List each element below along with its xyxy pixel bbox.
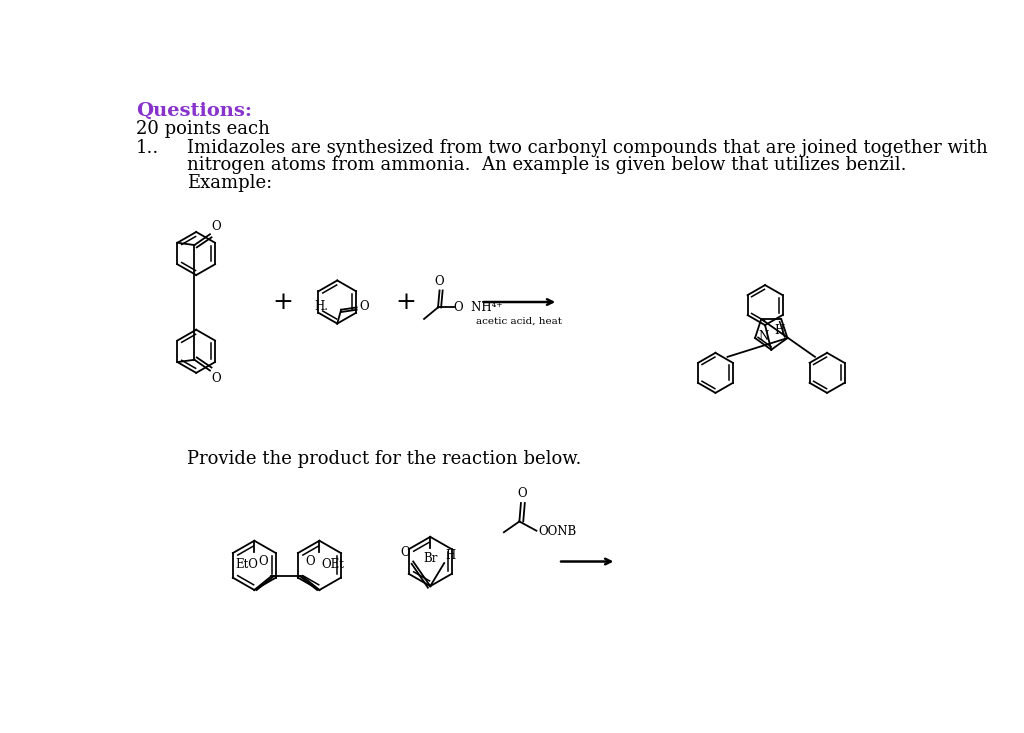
- Text: acetic acid, heat: acetic acid, heat: [476, 317, 562, 325]
- Text: O: O: [212, 220, 221, 232]
- Text: EtO: EtO: [236, 558, 259, 571]
- Text: 1..: 1..: [136, 139, 159, 157]
- Text: Questions:: Questions:: [136, 102, 252, 119]
- Text: O: O: [400, 546, 410, 559]
- Text: O: O: [434, 275, 443, 288]
- Text: O  NH⁴⁺: O NH⁴⁺: [455, 301, 503, 314]
- Text: O: O: [212, 372, 221, 385]
- Text: nitrogen atoms from ammonia.  An example is given below that utilizes benzil.: nitrogen atoms from ammonia. An example …: [187, 156, 906, 174]
- Text: O: O: [259, 556, 268, 568]
- Text: H: H: [445, 548, 456, 561]
- Text: Br: Br: [423, 552, 437, 565]
- Text: H: H: [774, 324, 784, 336]
- Text: OEt: OEt: [321, 558, 344, 571]
- Text: H.: H.: [314, 300, 328, 313]
- Text: N: N: [758, 330, 768, 343]
- Text: +: +: [395, 290, 416, 314]
- Text: Imidazoles are synthesized from two carbonyl compounds that are joined together : Imidazoles are synthesized from two carb…: [187, 139, 988, 157]
- Text: Example:: Example:: [187, 174, 272, 192]
- Text: O: O: [359, 300, 369, 313]
- Text: OONB: OONB: [538, 525, 577, 538]
- Text: O: O: [517, 487, 526, 500]
- Text: 20 points each: 20 points each: [136, 120, 269, 139]
- Text: Provide the product for the reaction below.: Provide the product for the reaction bel…: [187, 450, 582, 468]
- Text: O: O: [305, 556, 315, 568]
- Text: +: +: [272, 290, 294, 314]
